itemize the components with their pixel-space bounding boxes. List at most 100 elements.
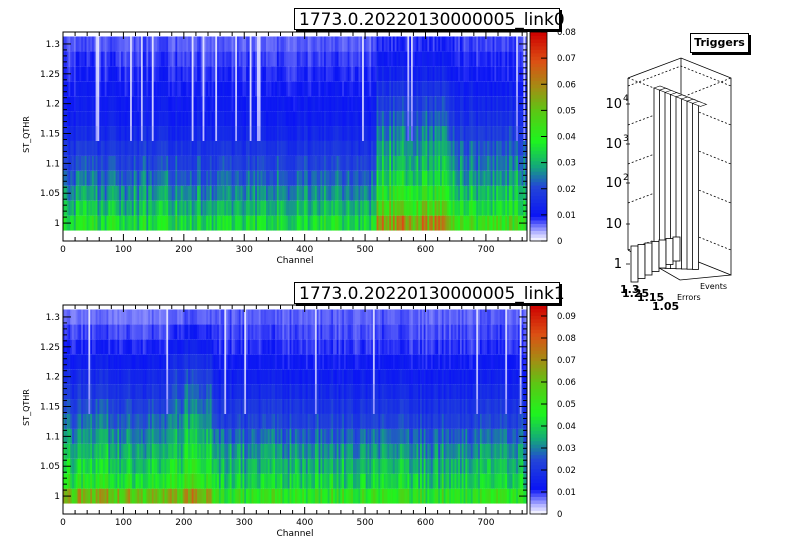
- heatmap-cell: [229, 488, 232, 504]
- heatmap-cell: [179, 36, 182, 52]
- heatmap-cell: [202, 155, 205, 171]
- heatmap-cell: [304, 66, 307, 82]
- heatmap-cell: [99, 324, 102, 340]
- heatmap-cell: [200, 399, 203, 414]
- heatmap-cell: [189, 369, 193, 385]
- heatmap-cell: [195, 215, 198, 231]
- heatmap-cell: [184, 96, 187, 112]
- color-bar-step: [530, 230, 547, 235]
- heatmap-cell: [367, 200, 370, 216]
- heatmap-cell: [211, 309, 214, 325]
- heatmap-cell: [204, 200, 207, 216]
- heatmap-cell: [164, 324, 167, 340]
- heatmap-cell: [195, 443, 198, 459]
- heatmap-cell: [411, 81, 414, 97]
- heatmap-cell: [108, 309, 111, 325]
- heatmap-cell: [90, 309, 93, 325]
- heatmap-cell: [256, 170, 260, 186]
- heatmap-cell: [126, 324, 129, 340]
- heatmap-cell: [77, 428, 80, 444]
- heatmap-cell: [374, 126, 377, 141]
- heatmap-cell: [343, 140, 347, 156]
- heatmap-cell: [458, 155, 461, 171]
- heatmap-cell: [414, 155, 417, 171]
- heatmap-cell: [512, 215, 515, 231]
- heatmap-cell: [351, 126, 354, 141]
- heatmap-cell: [256, 155, 260, 171]
- heatmap-cell: [244, 126, 247, 141]
- heatmap-cell: [313, 185, 316, 201]
- heatmap-cell: [371, 81, 374, 97]
- heatmap-cell: [160, 126, 164, 141]
- heatmap-cell: [416, 215, 419, 231]
- heatmap-cell: [227, 473, 231, 489]
- heatmap-cell: [320, 111, 323, 127]
- heatmap-cell: [168, 458, 171, 474]
- heatmap-cell: [514, 66, 517, 82]
- heatmap-cell: [487, 155, 490, 171]
- heatmap-cell: [262, 66, 265, 82]
- heatmap-cell: [119, 185, 122, 201]
- heatmap-cell: [516, 66, 519, 82]
- heatmap-cell: [296, 36, 299, 52]
- heatmap-cell: [273, 126, 276, 141]
- heatmap-cell: [70, 488, 73, 504]
- heatmap-cell: [231, 200, 234, 216]
- heatmap-cell: [300, 36, 303, 52]
- heatmap-cell: [521, 111, 524, 127]
- heatmap-cell: [124, 111, 127, 127]
- heatmap-cell: [246, 51, 249, 67]
- heatmap-cell: [287, 140, 290, 156]
- heatmap-cell: [367, 36, 370, 52]
- heatmap-cell: [70, 126, 73, 141]
- heatmap-cell: [242, 185, 245, 201]
- heatmap-cell: [222, 354, 225, 370]
- heatmap-cell: [472, 200, 475, 216]
- heatmap-cell: [289, 170, 292, 186]
- heatmap-cell: [508, 170, 512, 186]
- heatmap-cell: [121, 81, 124, 97]
- color-bar-step: [530, 164, 547, 169]
- heatmap-cell: [479, 215, 483, 231]
- heatmap-cell: [97, 443, 100, 459]
- heatmap-cell: [177, 384, 180, 400]
- heatmap-cell: [128, 354, 131, 370]
- heatmap-cell: [438, 66, 441, 82]
- heatmap-cell: [99, 443, 102, 459]
- heatmap-cell: [418, 51, 421, 67]
- heatmap-cell: [77, 111, 80, 127]
- heatmap-cell: [211, 140, 214, 156]
- heatmap-cell: [110, 51, 113, 67]
- heatmap-cell: [320, 185, 323, 201]
- heatmap-cell: [130, 96, 133, 112]
- heatmap-cell: [166, 399, 169, 414]
- heatmap-cell: [458, 66, 461, 82]
- heatmap-cell: [512, 81, 515, 97]
- heatmap-cell: [242, 309, 245, 325]
- heatmap-cell: [153, 155, 156, 171]
- heatmap-cell: [115, 309, 118, 325]
- heatmap-cell: [90, 36, 93, 52]
- heatmap-cell: [295, 200, 298, 216]
- heatmap-cell: [517, 81, 521, 97]
- heatmap-cell: [166, 354, 169, 370]
- heatmap-cell: [253, 81, 256, 97]
- heatmap-cell: [168, 36, 171, 52]
- heatmap-cell: [153, 443, 156, 459]
- heatmap-cell: [418, 126, 421, 141]
- heatmap-cell: [189, 140, 193, 156]
- heatmap-cell: [358, 96, 361, 112]
- heatmap-cell: [392, 81, 396, 97]
- heatmap-cell: [302, 185, 305, 201]
- heatmap-cell: [113, 354, 116, 370]
- heatmap-cell: [465, 200, 468, 216]
- heatmap-cell: [64, 384, 67, 400]
- heatmap-cell: [209, 399, 212, 414]
- heatmap-cell: [247, 309, 251, 325]
- heatmap-cell: [452, 36, 455, 52]
- heatmap-cell: [269, 81, 272, 97]
- heatmap-cell: [148, 215, 151, 231]
- heatmap-cell: [150, 473, 153, 489]
- heatmap-cell: [93, 66, 96, 82]
- heatmap-cell: [291, 155, 294, 171]
